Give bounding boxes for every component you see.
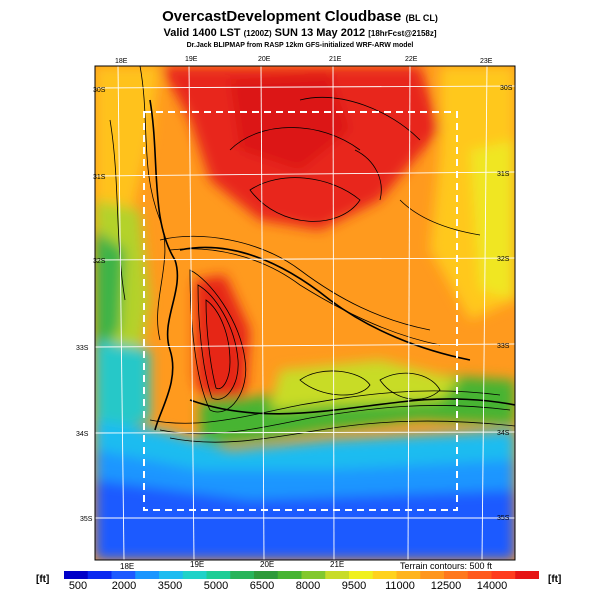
colorbar-swatch xyxy=(420,571,445,579)
lat-label-left: 35S xyxy=(80,516,93,523)
lat-label-left: 34S xyxy=(76,431,89,438)
colorbar-swatch xyxy=(349,571,374,579)
colorbar-swatch xyxy=(206,571,231,579)
lat-label-right: 32S xyxy=(497,256,510,263)
lon-label-top: 19E xyxy=(185,56,198,63)
colorbar-swatch xyxy=(491,571,516,579)
forecast-info: [18hrFcst@2158z] xyxy=(368,29,437,38)
colorbar-swatches xyxy=(64,571,539,579)
lon-label-top: 18E xyxy=(115,58,128,65)
lat-label-right: 33S xyxy=(497,343,510,350)
lat-label-right: 31S xyxy=(497,171,510,178)
colorbar-tick: 12500 xyxy=(430,580,462,592)
colorbar-swatch xyxy=(135,571,160,579)
colorbar-swatch xyxy=(396,571,421,579)
lat-label-left: 31S xyxy=(93,174,106,181)
colorbar-tick: 9500 xyxy=(341,580,367,592)
lon-label-top: 23E xyxy=(480,58,493,65)
valid-time: Valid 1400 LST xyxy=(163,27,241,39)
colorbar-units-left: [ft] xyxy=(36,574,50,585)
colorbar-swatch xyxy=(159,571,184,579)
valid-date: SUN 13 May 2012 xyxy=(274,27,366,39)
colorbar-tick: 14000 xyxy=(476,580,508,592)
colorbar-swatch xyxy=(467,571,492,579)
title-main: OvercastDevelopment Cloudbase xyxy=(162,8,402,25)
colorbar-swatch xyxy=(301,571,326,579)
lon-label-bottom: 18E xyxy=(120,562,134,571)
lat-label-right: 30S xyxy=(500,85,513,92)
colorbar-swatch xyxy=(111,571,136,579)
inner-domain-box xyxy=(143,111,458,511)
valid-time-line: Valid 1400 LST (1200Z) SUN 13 May 2012 [… xyxy=(0,27,600,39)
map-field xyxy=(95,66,515,560)
colorbar-swatch xyxy=(325,571,350,579)
colorbar-tick: 8000 xyxy=(295,580,321,592)
lon-label-bottom: 20E xyxy=(260,560,274,569)
lon-label-top: 21E xyxy=(329,56,342,63)
lon-label-top: 20E xyxy=(258,56,271,63)
colorbar-swatch xyxy=(254,571,279,579)
lat-label-left: 32S xyxy=(93,258,106,265)
colorbar-swatch xyxy=(515,571,539,579)
lat-label-left: 33S xyxy=(76,345,89,352)
colorbar-swatch xyxy=(182,571,207,579)
colorbar-swatch xyxy=(230,571,255,579)
title-sub: (BL CL) xyxy=(405,13,438,23)
lat-label-left: 30S xyxy=(93,87,106,94)
colorbar-tick: 500 xyxy=(68,580,88,592)
lon-label-bottom: 19E xyxy=(190,560,204,569)
colorbar-tick: 11000 xyxy=(385,580,415,592)
lat-label-right: 34S xyxy=(497,430,510,437)
lon-label-top: 22E xyxy=(405,56,418,63)
map-border xyxy=(94,65,516,561)
colorbar-tick: 2000 xyxy=(111,580,137,592)
lat-label-right: 35S xyxy=(497,515,510,522)
colorbar-tick: 6500 xyxy=(249,580,275,592)
map-title: OvercastDevelopment Cloudbase (BL CL) xyxy=(0,8,600,25)
colorbar-swatch xyxy=(444,571,469,579)
terrain-contour-note: Terrain contours: 500 ft xyxy=(400,561,493,571)
colorbar-swatch xyxy=(64,571,89,579)
colorbar-units-right: [ft] xyxy=(548,574,562,585)
valid-zulu: (1200Z) xyxy=(243,29,272,38)
lat-lon-grid xyxy=(95,66,515,560)
colorbar-swatch xyxy=(372,571,397,579)
lon-label-bottom: 21E xyxy=(330,560,344,569)
colorbar-tick: 5000 xyxy=(203,580,229,592)
colorbar-swatch xyxy=(87,571,112,579)
colorbar-swatch xyxy=(277,571,302,579)
colorbar xyxy=(64,571,539,597)
model-credit: Dr.Jack BLIPMAP from RASP 12km GFS-initi… xyxy=(186,42,414,49)
colorbar-tick: 3500 xyxy=(157,580,183,592)
